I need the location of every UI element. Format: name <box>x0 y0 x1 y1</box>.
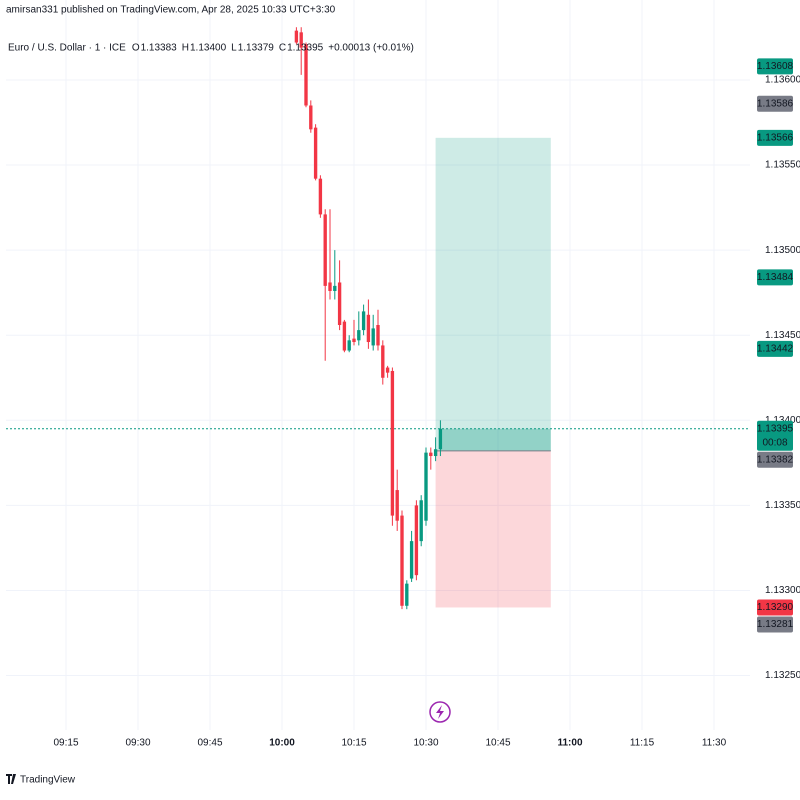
x-tick-label: 10:45 <box>485 738 510 749</box>
candle-body <box>400 515 404 606</box>
candle-body <box>376 325 380 346</box>
legend-key: L <box>231 43 237 54</box>
candle-body <box>323 214 327 286</box>
candle-body <box>433 449 438 457</box>
price-badge-label: 1.13281 <box>757 619 794 630</box>
candle-body <box>371 328 375 346</box>
candle-body <box>395 490 399 521</box>
candle-body <box>405 583 409 606</box>
y-tick-label: 1.13350 <box>765 500 800 511</box>
y-tick-label: 1.13250 <box>765 670 800 681</box>
candle-body <box>337 282 342 326</box>
x-tick-label: 10:30 <box>413 738 438 749</box>
legend-key: C <box>279 43 286 54</box>
x-tick-label: 09:45 <box>197 738 222 749</box>
open-pnl-zone <box>440 428 551 451</box>
countdown: 00:08 <box>762 437 787 448</box>
price-badge <box>757 451 793 468</box>
candle-body <box>385 367 390 373</box>
candle-body <box>357 330 361 341</box>
price-badge <box>757 95 793 112</box>
candle-body <box>333 285 337 291</box>
candle-body <box>347 340 351 351</box>
y-tick-label: 1.13600 <box>765 75 800 86</box>
legend-value: 1.13400 <box>190 43 227 54</box>
profit-zone <box>435 137 551 451</box>
y-tick-label: 1.13300 <box>765 585 800 596</box>
legend-value: 1.13379 <box>238 43 275 54</box>
candle-body <box>381 345 385 378</box>
candle-body <box>361 311 366 331</box>
candle-body <box>429 452 433 457</box>
price-badge <box>757 420 793 451</box>
candle-body <box>313 127 318 179</box>
header: amirsan331 published on TradingView.com,… <box>6 5 336 16</box>
chart-title: Euro / U.S. Dollar · 1 · ICE <box>8 43 126 54</box>
x-tick-label: 10:15 <box>341 738 366 749</box>
price-badge <box>757 269 793 286</box>
legend-value: 1.13383 <box>141 43 178 54</box>
candle-body <box>419 500 423 542</box>
candle-body <box>366 314 371 343</box>
candle-body <box>328 282 332 291</box>
candle-body <box>352 338 356 343</box>
footer: TradingView <box>20 775 76 786</box>
price-badge-label: 1.13608 <box>757 61 794 72</box>
x-tick-label: 11:00 <box>557 738 582 749</box>
legend-key: H <box>182 43 189 54</box>
candle-body <box>409 541 414 579</box>
loss-zone <box>435 450 551 608</box>
candle-body <box>438 428 443 450</box>
candle-body <box>304 44 308 106</box>
candle-body <box>424 452 428 521</box>
candle-body <box>390 370 395 516</box>
price-badge-label: 1.13484 <box>757 272 794 283</box>
x-tick-label: 10:00 <box>269 738 295 749</box>
y-tick-label: 1.13450 <box>765 330 800 341</box>
footer-logo <box>6 774 16 784</box>
price-badge <box>757 340 793 357</box>
candle-body <box>299 32 303 48</box>
y-tick-label: 1.13500 <box>765 245 800 256</box>
x-tick-label: 11:15 <box>630 738 655 749</box>
price-badge <box>757 616 793 633</box>
y-tick-label: 1.13550 <box>765 160 800 171</box>
x-tick-label: 09:30 <box>125 738 150 749</box>
price-badge-label: 1.13442 <box>757 343 794 354</box>
legend-change: +0.00013 (+0.01%) <box>328 43 414 54</box>
y-tick-label: 1.13400 <box>765 415 800 426</box>
price-badge-label: 1.13586 <box>757 98 794 109</box>
price-badge-label: 1.13290 <box>757 602 794 613</box>
price-badge <box>757 129 793 146</box>
lightning-icon[interactable] <box>429 701 451 723</box>
legend-value: 1.13395 <box>287 43 324 54</box>
price-badge <box>757 599 793 616</box>
price-badge-label: 1.13395 <box>757 423 794 434</box>
legend-key: O <box>132 43 140 54</box>
candle-body <box>318 178 323 215</box>
candle-body <box>342 321 347 351</box>
price-badge-label: 1.13566 <box>757 132 794 143</box>
price-badge-label: 1.13382 <box>757 454 794 465</box>
price-badge <box>757 58 793 75</box>
candle-body <box>414 505 419 576</box>
x-tick-label: 09:15 <box>53 738 78 749</box>
candle-body <box>294 30 299 43</box>
candle-body <box>309 105 313 130</box>
x-tick-label: 11:30 <box>702 738 727 749</box>
